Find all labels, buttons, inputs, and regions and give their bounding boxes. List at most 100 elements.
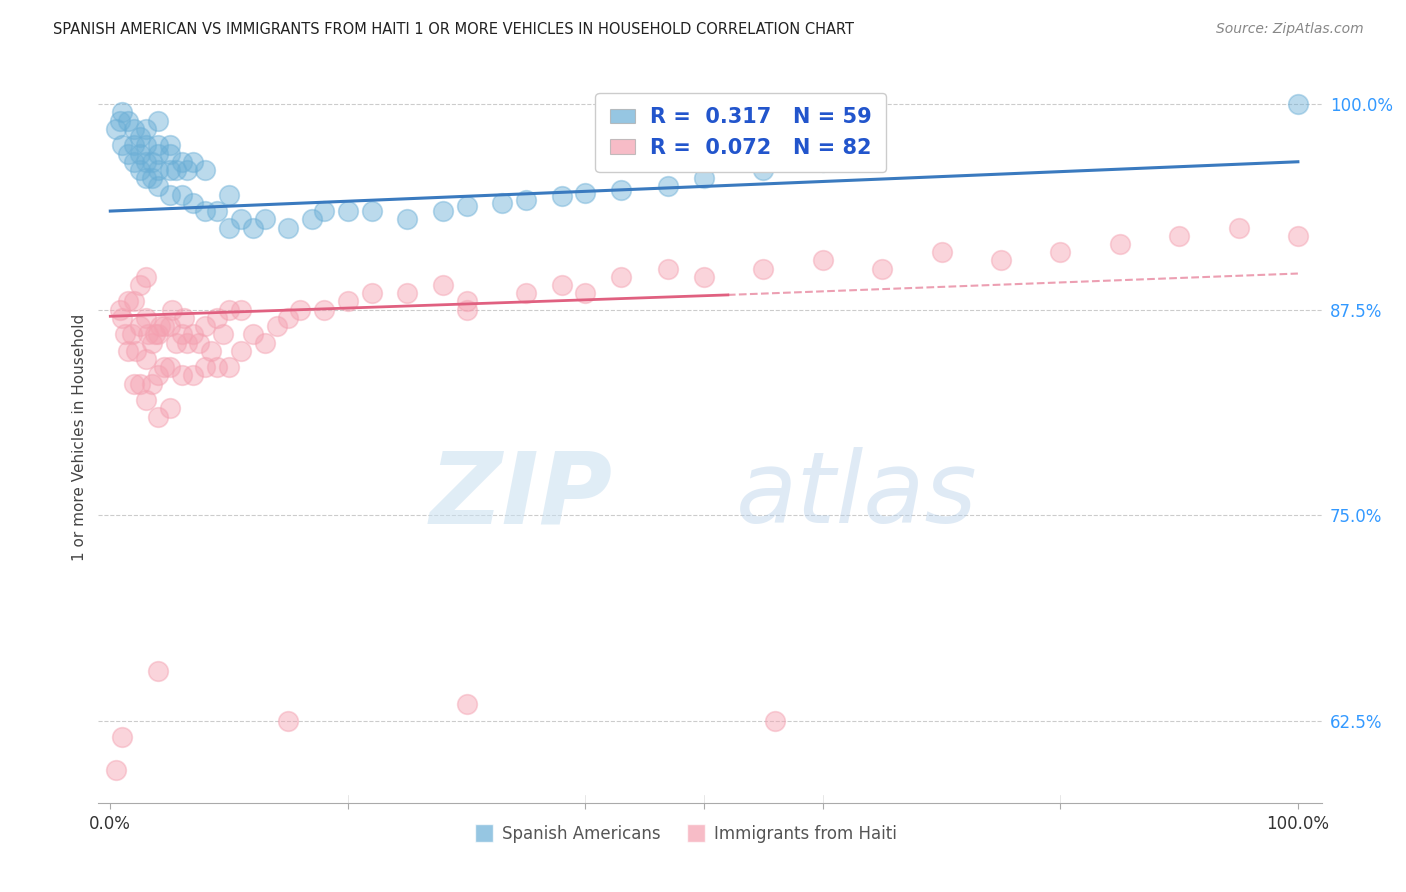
Point	[146, 327, 169, 342]
Text: Source: ZipAtlas.com: Source: ZipAtlas.com	[1216, 22, 1364, 37]
Point	[176, 335, 198, 350]
Point	[122, 294, 145, 309]
Point	[1168, 228, 1191, 243]
Point	[146, 179, 169, 194]
Point	[610, 183, 633, 197]
Point	[229, 212, 252, 227]
Point	[336, 204, 359, 219]
Point	[129, 319, 152, 334]
Point	[360, 286, 382, 301]
Point	[218, 187, 240, 202]
Point	[194, 360, 217, 375]
Point	[135, 351, 157, 366]
Point	[194, 204, 217, 219]
Point	[159, 163, 181, 178]
Point	[336, 294, 359, 309]
Point	[218, 360, 240, 375]
Point	[105, 121, 128, 136]
Point	[129, 278, 152, 293]
Point	[146, 163, 169, 178]
Point	[229, 343, 252, 358]
Point	[1108, 236, 1130, 251]
Point	[752, 163, 775, 178]
Point	[1049, 245, 1071, 260]
Point	[111, 310, 134, 325]
Point	[141, 171, 163, 186]
Point	[135, 269, 157, 284]
Point	[657, 179, 679, 194]
Point	[129, 146, 152, 161]
Point	[312, 302, 335, 317]
Point	[159, 146, 181, 161]
Point	[170, 327, 193, 342]
Point	[657, 261, 679, 276]
Point	[121, 327, 143, 342]
Point	[183, 154, 205, 169]
Point	[114, 327, 136, 342]
Point	[170, 368, 193, 383]
Point	[1227, 220, 1250, 235]
Point	[135, 154, 157, 169]
Point	[146, 138, 169, 153]
Point	[188, 335, 211, 350]
Point	[122, 121, 145, 136]
Point	[301, 212, 323, 227]
Point	[183, 368, 205, 383]
Point	[277, 220, 299, 235]
Point	[574, 186, 596, 200]
Point	[1286, 228, 1309, 243]
Point	[229, 302, 252, 317]
Text: SPANISH AMERICAN VS IMMIGRANTS FROM HAITI 1 OR MORE VEHICLES IN HOUSEHOLD CORREL: SPANISH AMERICAN VS IMMIGRANTS FROM HAIT…	[53, 22, 855, 37]
Point	[205, 204, 228, 219]
Point	[152, 319, 174, 334]
Point	[135, 310, 157, 325]
Point	[170, 187, 193, 202]
Point	[811, 154, 834, 169]
Point	[117, 343, 139, 358]
Point	[396, 286, 419, 301]
Point	[111, 105, 134, 120]
Point	[122, 138, 145, 153]
Text: atlas: atlas	[735, 447, 977, 544]
Point	[515, 193, 537, 207]
Point	[763, 714, 786, 728]
Point	[205, 310, 228, 325]
Point	[432, 204, 454, 219]
Point	[277, 714, 299, 728]
Point	[266, 319, 288, 334]
Point	[141, 335, 163, 350]
Point	[456, 294, 478, 309]
Point	[173, 310, 195, 325]
Point	[129, 376, 152, 391]
Point	[159, 138, 181, 153]
Point	[111, 730, 134, 744]
Point	[200, 343, 222, 358]
Point	[117, 146, 139, 161]
Point	[432, 278, 454, 293]
Point	[108, 113, 131, 128]
Point	[1286, 97, 1309, 112]
Point	[183, 327, 205, 342]
Point	[125, 343, 148, 358]
Point	[152, 360, 174, 375]
Point	[176, 163, 198, 178]
Point	[129, 130, 152, 145]
Point	[170, 154, 193, 169]
Point	[135, 138, 157, 153]
Point	[135, 121, 157, 136]
Point	[218, 220, 240, 235]
Y-axis label: 1 or more Vehicles in Household: 1 or more Vehicles in Household	[72, 313, 87, 561]
Point	[146, 113, 169, 128]
Point	[146, 368, 169, 383]
Point	[218, 302, 240, 317]
Point	[752, 261, 775, 276]
Point	[811, 253, 834, 268]
Point	[550, 278, 572, 293]
Point	[117, 113, 139, 128]
Point	[160, 302, 183, 317]
Point	[360, 204, 382, 219]
Point	[136, 327, 159, 342]
Point	[135, 171, 157, 186]
Point	[183, 195, 205, 210]
Point	[194, 319, 217, 334]
